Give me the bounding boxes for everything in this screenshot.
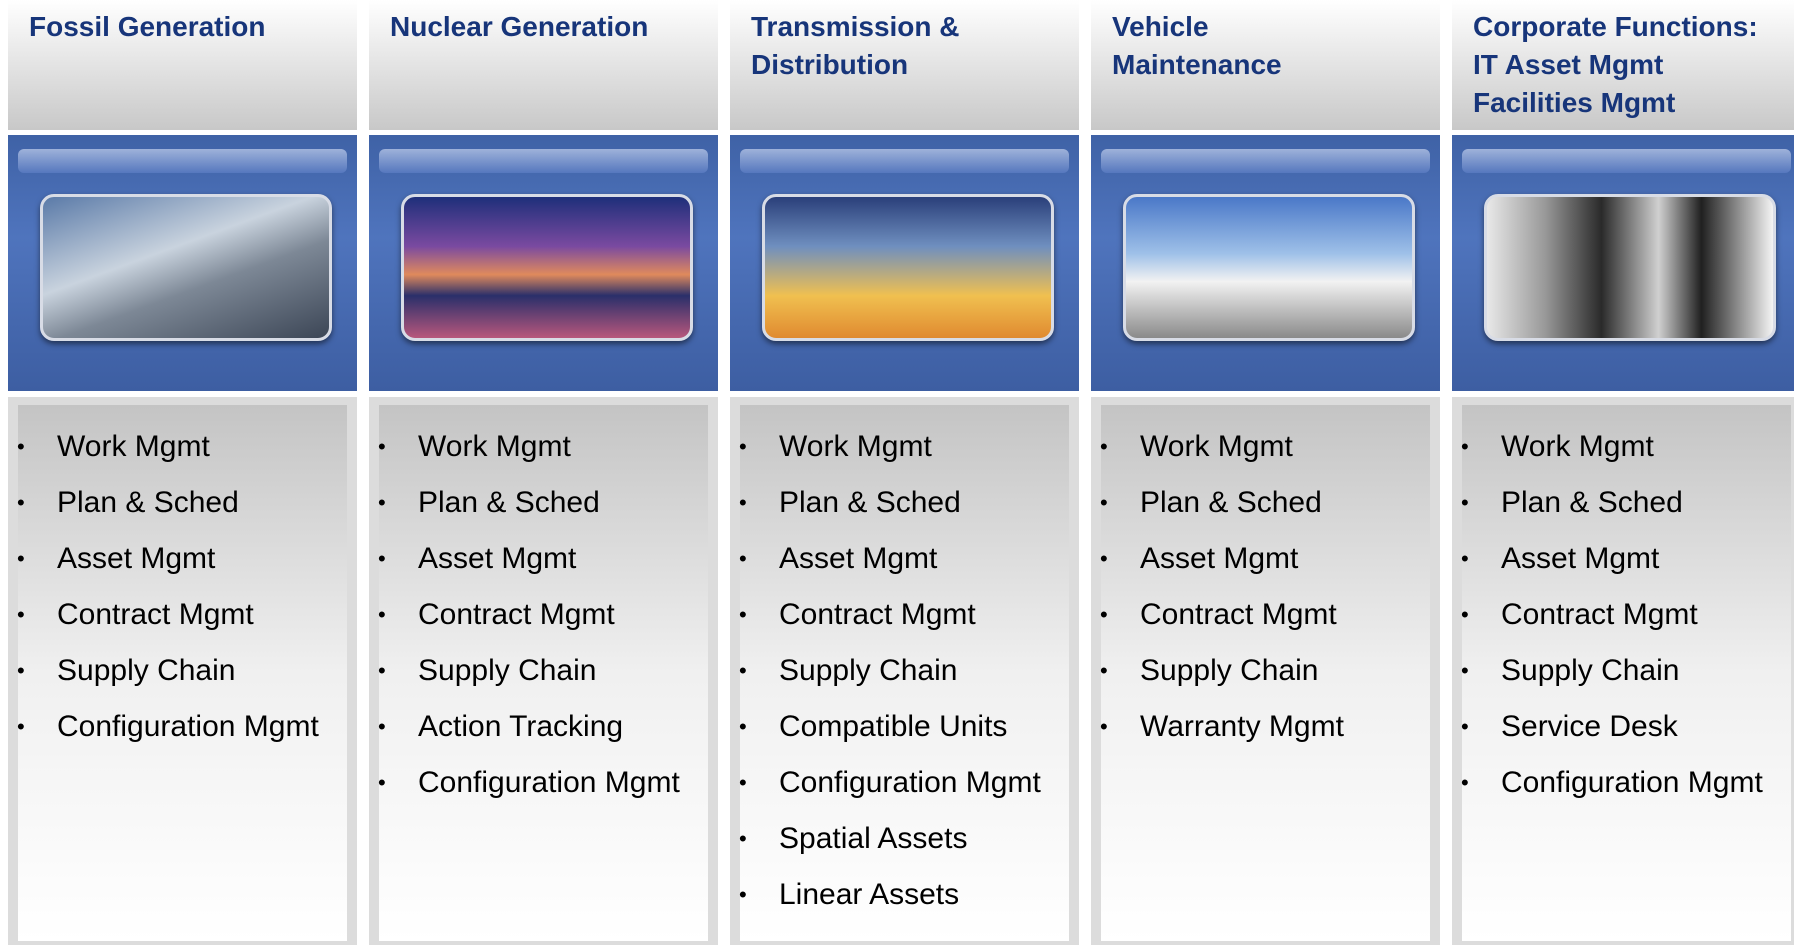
list-panel: Work MgmtPlan & SchedAsset MgmtContract … bbox=[8, 397, 357, 945]
column: Transmission &Distribution Work MgmtPlan … bbox=[730, 0, 1079, 945]
feature-item: Configuration Mgmt bbox=[740, 755, 1069, 811]
banner-highlight bbox=[740, 149, 1069, 173]
column-header: Nuclear Generation bbox=[369, 0, 718, 130]
feature-item: Asset Mgmt bbox=[740, 531, 1069, 587]
image-banner bbox=[730, 135, 1079, 391]
image-banner bbox=[8, 135, 357, 391]
feature-item: Plan & Sched bbox=[379, 475, 708, 531]
feature-item: Supply Chain bbox=[1101, 643, 1430, 699]
photo bbox=[1123, 194, 1415, 341]
header-title-line: Corporate Functions: bbox=[1452, 0, 1794, 46]
banner-highlight bbox=[18, 149, 347, 173]
feature-item: Supply Chain bbox=[740, 643, 1069, 699]
feature-item: Compatible Units bbox=[740, 699, 1069, 755]
column: Fossil Generation Work MgmtPlan & SchedAs… bbox=[8, 0, 357, 945]
image-banner bbox=[369, 135, 718, 391]
feature-item: Asset Mgmt bbox=[379, 531, 708, 587]
list-panel: Work MgmtPlan & SchedAsset MgmtContract … bbox=[369, 397, 718, 945]
feature-item: Configuration Mgmt bbox=[379, 755, 708, 811]
feature-item: Plan & Sched bbox=[1462, 475, 1791, 531]
banner-highlight bbox=[1462, 149, 1791, 173]
header-title-line: Distribution bbox=[730, 46, 1079, 84]
feature-item: Warranty Mgmt bbox=[1101, 699, 1430, 755]
header-title-line: Facilities Mgmt bbox=[1452, 84, 1794, 122]
list-panel: Work MgmtPlan & SchedAsset MgmtContract … bbox=[1452, 397, 1794, 945]
feature-item: Supply Chain bbox=[379, 643, 708, 699]
list-inner: Work MgmtPlan & SchedAsset MgmtContract … bbox=[1101, 405, 1430, 941]
column-header: Fossil Generation bbox=[8, 0, 357, 130]
feature-item: Asset Mgmt bbox=[1101, 531, 1430, 587]
feature-item: Configuration Mgmt bbox=[18, 699, 347, 755]
feature-list: Work MgmtPlan & SchedAsset MgmtContract … bbox=[1101, 405, 1430, 755]
feature-item: Configuration Mgmt bbox=[1462, 755, 1791, 811]
feature-item: Work Mgmt bbox=[379, 419, 708, 475]
header-title-line: Transmission & bbox=[730, 0, 1079, 46]
header-title-line: Nuclear Generation bbox=[369, 0, 718, 46]
list-panel: Work MgmtPlan & SchedAsset MgmtContract … bbox=[730, 397, 1079, 945]
feature-item: Contract Mgmt bbox=[379, 587, 708, 643]
feature-item: Spatial Assets bbox=[740, 811, 1069, 867]
header-title-line: Vehicle bbox=[1091, 0, 1440, 46]
feature-item: Work Mgmt bbox=[740, 419, 1069, 475]
feature-item: Work Mgmt bbox=[1101, 419, 1430, 475]
feature-item: Contract Mgmt bbox=[1462, 587, 1791, 643]
feature-item: Supply Chain bbox=[1462, 643, 1791, 699]
feature-item: Asset Mgmt bbox=[18, 531, 347, 587]
feature-item: Plan & Sched bbox=[18, 475, 347, 531]
photo bbox=[40, 194, 332, 341]
header-title-line: Maintenance bbox=[1091, 46, 1440, 84]
feature-item: Linear Assets bbox=[740, 867, 1069, 923]
feature-item: Contract Mgmt bbox=[18, 587, 347, 643]
photo bbox=[762, 194, 1054, 341]
banner-highlight bbox=[1101, 149, 1430, 173]
feature-list: Work MgmtPlan & SchedAsset MgmtContract … bbox=[379, 405, 708, 811]
list-inner: Work MgmtPlan & SchedAsset MgmtContract … bbox=[740, 405, 1069, 941]
image-banner bbox=[1452, 135, 1794, 391]
header-title-line: Fossil Generation bbox=[8, 0, 357, 46]
feature-item: Contract Mgmt bbox=[1101, 587, 1430, 643]
feature-item: Asset Mgmt bbox=[1462, 531, 1791, 587]
list-inner: Work MgmtPlan & SchedAsset MgmtContract … bbox=[18, 405, 347, 941]
feature-item: Plan & Sched bbox=[1101, 475, 1430, 531]
banner-highlight bbox=[379, 149, 708, 173]
column-header: Transmission &Distribution bbox=[730, 0, 1079, 130]
header-title-line: IT Asset Mgmt bbox=[1452, 46, 1794, 84]
feature-item: Service Desk bbox=[1462, 699, 1791, 755]
page: Fossil GenerationWork MgmtPlan & SchedAs… bbox=[0, 0, 1794, 945]
feature-list: Work MgmtPlan & SchedAsset MgmtContract … bbox=[1462, 405, 1791, 811]
photo bbox=[401, 194, 693, 341]
feature-list: Work MgmtPlan & SchedAsset MgmtContract … bbox=[18, 405, 347, 755]
column: Nuclear GenerationWork MgmtPlan & SchedA… bbox=[369, 0, 718, 945]
feature-item: Work Mgmt bbox=[1462, 419, 1791, 475]
feature-item: Contract Mgmt bbox=[740, 587, 1069, 643]
feature-item: Work Mgmt bbox=[18, 419, 347, 475]
feature-item: Plan & Sched bbox=[740, 475, 1069, 531]
feature-item: Supply Chain bbox=[18, 643, 347, 699]
list-inner: Work MgmtPlan & SchedAsset MgmtContract … bbox=[379, 405, 708, 941]
list-inner: Work MgmtPlan & SchedAsset MgmtContract … bbox=[1462, 405, 1791, 941]
photo bbox=[1484, 194, 1776, 341]
list-panel: Work MgmtPlan & SchedAsset MgmtContract … bbox=[1091, 397, 1440, 945]
feature-item: Action Tracking bbox=[379, 699, 708, 755]
feature-list: Work MgmtPlan & SchedAsset MgmtContract … bbox=[740, 405, 1069, 923]
image-banner bbox=[1091, 135, 1440, 391]
